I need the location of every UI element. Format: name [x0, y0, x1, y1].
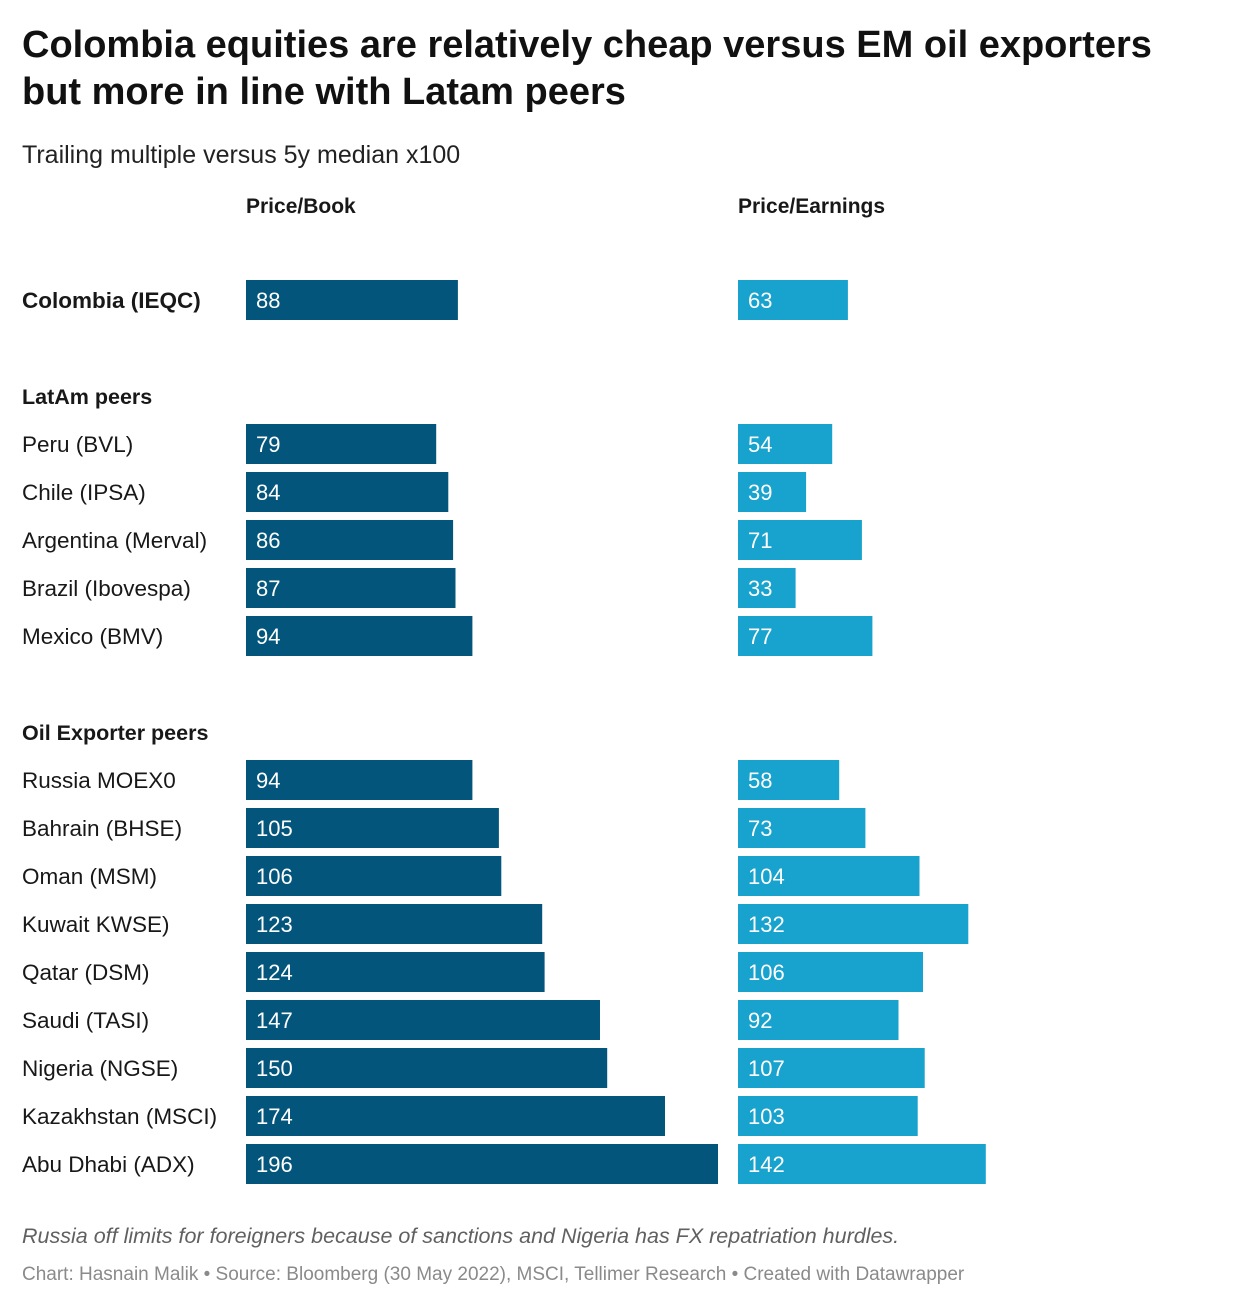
category-label: Kuwait KWSE): [22, 912, 170, 937]
chart-title: Colombia equities are relatively cheap v…: [22, 24, 1152, 113]
category-label: Kazakhstan (MSCI): [22, 1104, 217, 1129]
price-book-value-label: 106: [256, 864, 293, 889]
price-book-value-label: 84: [256, 480, 280, 505]
price-earnings-bar: [738, 904, 969, 944]
price-earnings-value-label: 142: [748, 1152, 785, 1177]
category-label: Mexico (BMV): [22, 624, 163, 649]
price-earnings-value-label: 103: [748, 1104, 785, 1129]
price-earnings-value-label: 73: [748, 816, 772, 841]
price-earnings-value-label: 106: [748, 960, 785, 985]
price-earnings-bar: [738, 1048, 925, 1088]
chart-source: Chart: Hasnain Malik • Source: Bloomberg…: [22, 1264, 965, 1285]
column-header-price-earnings: Price/Earnings: [738, 195, 886, 218]
price-earnings-bar: [738, 952, 923, 992]
category-label: Russia MOEX0: [22, 768, 176, 793]
price-earnings-bar: [738, 1096, 918, 1136]
price-book-bar: [246, 952, 545, 992]
price-book-value-label: 147: [256, 1008, 293, 1033]
price-earnings-value-label: 63: [748, 288, 772, 313]
category-label: Colombia (IEQC): [22, 288, 201, 313]
price-book-bar: [246, 1000, 600, 1040]
category-label: Bahrain (BHSE): [22, 816, 182, 841]
category-label: Nigeria (NGSE): [22, 1056, 178, 1081]
price-earnings-value-label: 107: [748, 1056, 785, 1081]
price-book-bar: [246, 520, 454, 560]
price-earnings-bar: [738, 616, 873, 656]
price-book-value-label: 105: [256, 816, 293, 841]
category-label: Oman (MSM): [22, 864, 157, 889]
price-book-bar: [246, 904, 543, 944]
price-book-bar: [246, 1048, 608, 1088]
price-book-bar: [246, 808, 499, 848]
price-book-value-label: 124: [256, 960, 293, 985]
price-book-value-label: 94: [256, 768, 280, 793]
price-book-bar: [246, 856, 502, 896]
price-book-bar: [246, 472, 449, 512]
price-earnings-value-label: 104: [748, 864, 785, 889]
price-book-bar: [246, 280, 458, 320]
price-book-bar: [246, 760, 473, 800]
price-earnings-value-label: 132: [748, 912, 785, 937]
category-label: Peru (BVL): [22, 432, 133, 457]
category-label: Chile (IPSA): [22, 480, 146, 505]
price-book-bar: [246, 424, 437, 464]
price-book-bar: [246, 568, 456, 608]
category-label: Saudi (TASI): [22, 1008, 149, 1033]
price-earnings-bar: [738, 1144, 986, 1184]
price-earnings-bar: [738, 568, 796, 608]
price-book-bar: [246, 616, 473, 656]
price-book-value-label: 174: [256, 1104, 293, 1129]
price-earnings-bar: [738, 424, 833, 464]
price-earnings-value-label: 77: [748, 624, 772, 649]
price-earnings-value-label: 54: [748, 432, 772, 457]
price-earnings-value-label: 92: [748, 1008, 772, 1033]
price-book-value-label: 123: [256, 912, 293, 937]
price-book-value-label: 87: [256, 576, 280, 601]
price-book-bar: [246, 1096, 665, 1136]
price-book-value-label: 150: [256, 1056, 293, 1081]
price-earnings-bar: [738, 760, 840, 800]
price-earnings-bar: [738, 280, 848, 320]
chart-subtitle: Trailing multiple versus 5y median x100: [22, 141, 461, 169]
price-earnings-bar: [738, 520, 862, 560]
price-earnings-bar: [738, 1000, 899, 1040]
column-header-price-book: Price/Book: [246, 195, 356, 218]
price-book-value-label: 86: [256, 528, 280, 553]
price-book-value-label: 196: [256, 1152, 293, 1177]
price-earnings-bar: [738, 808, 866, 848]
chart-note: Russia off limits for foreigners because…: [22, 1224, 900, 1248]
price-earnings-value-label: 39: [748, 480, 772, 505]
price-book-value-label: 94: [256, 624, 280, 649]
category-label: Qatar (DSM): [22, 960, 150, 985]
price-earnings-value-label: 58: [748, 768, 772, 793]
price-earnings-value-label: 71: [748, 528, 772, 553]
price-book-value-label: 79: [256, 432, 280, 457]
price-earnings-value-label: 33: [748, 576, 772, 601]
group-label: LatAm peers: [22, 385, 152, 409]
price-earnings-bar: [738, 472, 807, 512]
category-label: Argentina (Merval): [22, 528, 207, 553]
price-earnings-bar: [738, 856, 920, 896]
category-label: Brazil (Ibovespa): [22, 576, 191, 601]
group-label: Oil Exporter peers: [22, 721, 208, 745]
price-book-value-label: 88: [256, 288, 280, 313]
price-book-bar: [246, 1144, 718, 1184]
category-label: Abu Dhabi (ADX): [22, 1152, 195, 1177]
